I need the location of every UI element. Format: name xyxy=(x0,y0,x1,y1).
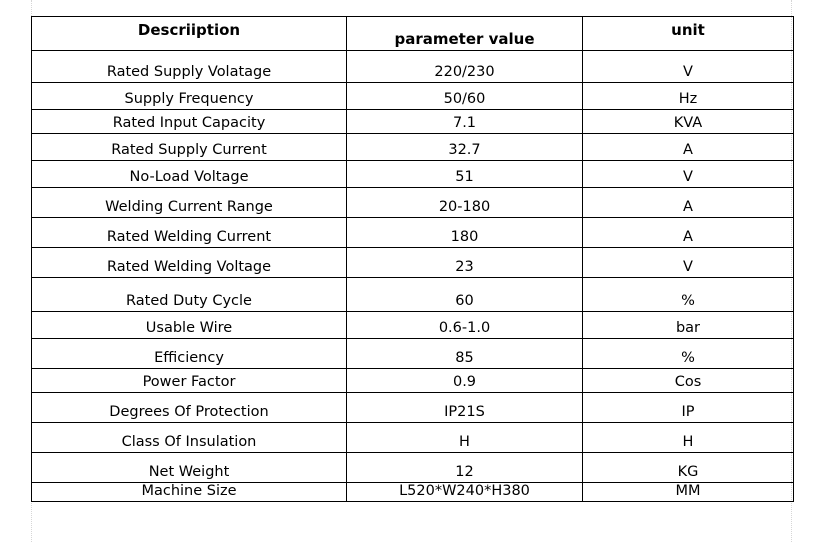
row-unit: IP xyxy=(582,392,794,423)
row-value: 32.7 xyxy=(346,133,583,161)
row-value: 12 xyxy=(346,452,583,483)
table-row: Supply Frequency 50/60 Hz xyxy=(31,82,794,110)
row-unit: Cos xyxy=(582,368,794,393)
row-unit: KVA xyxy=(582,109,794,134)
row-value: 20-180 xyxy=(346,187,583,218)
table-row: Net Weight 12 KG xyxy=(31,452,794,483)
row-description: Rated Supply Current xyxy=(31,133,347,161)
row-value: 0.6-1.0 xyxy=(346,311,583,339)
row-value: 60 xyxy=(346,277,583,312)
specification-table: Descriiption parameter value unit Rated … xyxy=(31,16,794,502)
row-value: H xyxy=(346,422,583,453)
row-unit: % xyxy=(582,277,794,312)
row-description: Efficiency xyxy=(31,338,347,369)
row-unit: V xyxy=(582,50,794,83)
row-description: Welding Current Range xyxy=(31,187,347,218)
row-unit: bar xyxy=(582,311,794,339)
row-unit: A xyxy=(582,187,794,218)
table-header-row: Descriiption parameter value unit xyxy=(31,16,794,51)
row-unit: Hz xyxy=(582,82,794,110)
row-description: No-Load Voltage xyxy=(31,160,347,188)
table-row: Machine Size L520*W240*H380 MM xyxy=(31,482,794,502)
row-value: 0.9 xyxy=(346,368,583,393)
table-row: No-Load Voltage 51 V xyxy=(31,160,794,188)
row-description: Rated Welding Voltage xyxy=(31,247,347,278)
row-unit: A xyxy=(582,217,794,248)
row-description: Degrees Of Protection xyxy=(31,392,347,423)
table-row: Rated Input Capacity 7.1 KVA xyxy=(31,109,794,134)
row-value: IP21S xyxy=(346,392,583,423)
row-description: Class Of Insulation xyxy=(31,422,347,453)
row-description: Rated Duty Cycle xyxy=(31,277,347,312)
table-row: Rated Welding Voltage 23 V xyxy=(31,247,794,278)
row-value: 85 xyxy=(346,338,583,369)
row-description: Rated Input Capacity xyxy=(31,109,347,134)
table-row: Degrees Of Protection IP21S IP xyxy=(31,392,794,423)
table-row: Rated Supply Volatage 220/230 V xyxy=(31,50,794,83)
row-value: L520*W240*H380 xyxy=(346,482,583,502)
row-value: 50/60 xyxy=(346,82,583,110)
table-row: Class Of Insulation H H xyxy=(31,422,794,453)
row-unit: MM xyxy=(582,482,794,502)
row-description: Power Factor xyxy=(31,368,347,393)
row-description: Machine Size xyxy=(31,482,347,502)
header-description: Descriiption xyxy=(31,16,347,51)
row-unit: A xyxy=(582,133,794,161)
row-unit: H xyxy=(582,422,794,453)
table-row: Efficiency 85 % xyxy=(31,338,794,369)
row-value: 7.1 xyxy=(346,109,583,134)
row-description: Usable Wire xyxy=(31,311,347,339)
table-row: Rated Supply Current 32.7 A xyxy=(31,133,794,161)
table-row: Welding Current Range 20-180 A xyxy=(31,187,794,218)
row-description: Rated Supply Volatage xyxy=(31,50,347,83)
row-value: 51 xyxy=(346,160,583,188)
row-unit: V xyxy=(582,247,794,278)
row-unit: % xyxy=(582,338,794,369)
row-description: Net Weight xyxy=(31,452,347,483)
table-row: Rated Welding Current 180 A xyxy=(31,217,794,248)
row-value: 220/230 xyxy=(346,50,583,83)
row-value: 23 xyxy=(346,247,583,278)
row-unit: KG xyxy=(582,452,794,483)
row-description: Supply Frequency xyxy=(31,82,347,110)
row-description: Rated Welding Current xyxy=(31,217,347,248)
table-row: Power Factor 0.9 Cos xyxy=(31,368,794,393)
header-parameter-value: parameter value xyxy=(346,16,583,51)
row-value: 180 xyxy=(346,217,583,248)
header-unit: unit xyxy=(582,16,794,51)
row-unit: V xyxy=(582,160,794,188)
table-row: Usable Wire 0.6-1.0 bar xyxy=(31,311,794,339)
table-row: Rated Duty Cycle 60 % xyxy=(31,277,794,312)
